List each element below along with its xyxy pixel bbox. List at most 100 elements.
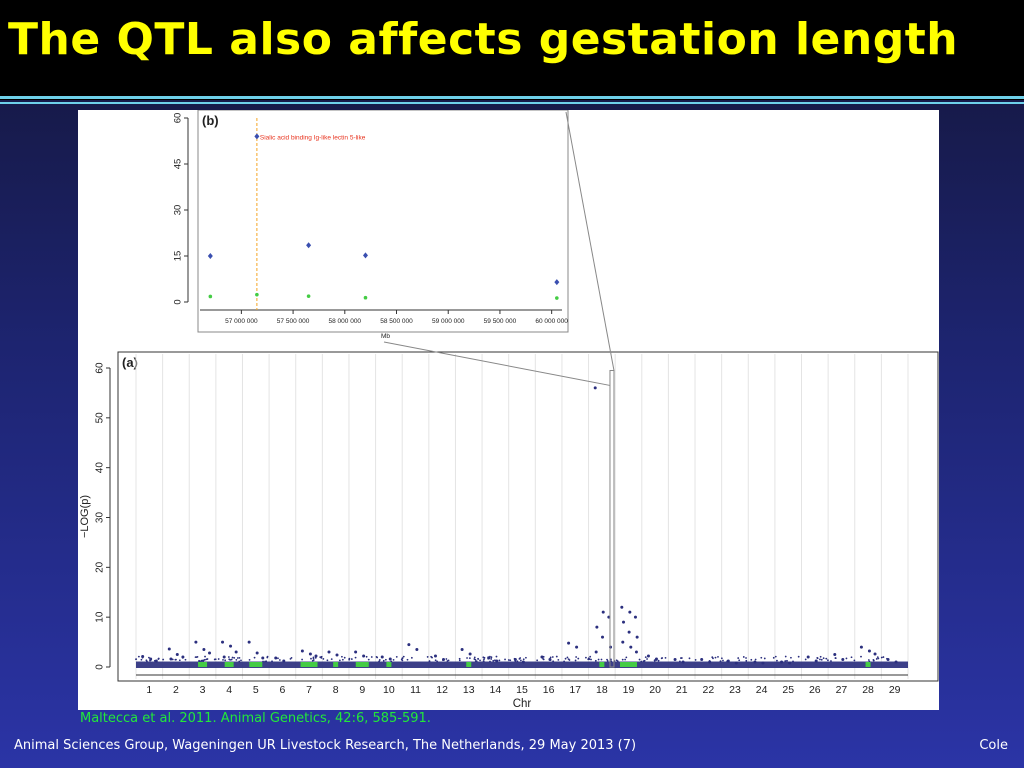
panel-a-point bbox=[564, 657, 567, 660]
panel-a-point bbox=[600, 658, 603, 661]
panel-a-point bbox=[894, 660, 898, 664]
panel-a-point bbox=[301, 658, 304, 661]
panel-b-green-point bbox=[363, 295, 368, 300]
panel-a-point bbox=[621, 658, 624, 661]
panel-a-point bbox=[622, 620, 626, 624]
panel-a-green-point bbox=[599, 662, 605, 668]
panel-a-point bbox=[574, 659, 577, 662]
panel-b-x-tick-label: 60 000 000 bbox=[535, 318, 568, 325]
panel-b-frame bbox=[197, 110, 569, 333]
panel-a-point bbox=[819, 658, 821, 661]
panel-a-green-point bbox=[312, 662, 318, 668]
panel-a-point bbox=[229, 658, 232, 661]
panel-a-point bbox=[202, 648, 206, 652]
panel-a-point bbox=[320, 657, 323, 659]
panel-a-point bbox=[738, 659, 741, 662]
panel-a-x-tick-label: 26 bbox=[809, 684, 821, 696]
panel-a-point bbox=[601, 635, 605, 639]
panel-a-point bbox=[745, 657, 747, 659]
panel-a-point bbox=[597, 658, 600, 661]
panel-a-point bbox=[575, 656, 578, 658]
panel-a-point bbox=[236, 657, 239, 659]
panel-a-point bbox=[542, 657, 544, 660]
panel-a-point bbox=[483, 658, 485, 661]
panel-a-point bbox=[819, 655, 822, 658]
panel-b-x-tick-label: 58 500 000 bbox=[380, 318, 413, 325]
panel-a-point bbox=[595, 625, 599, 629]
panel-b-point bbox=[254, 133, 260, 140]
panel-a-green-point bbox=[253, 662, 259, 668]
panel-a-x-tick-label: 5 bbox=[253, 684, 259, 696]
panel-a-point bbox=[278, 659, 281, 661]
panel-a-point bbox=[327, 650, 331, 654]
panel-a-point bbox=[194, 656, 197, 659]
panel-a-green-point bbox=[304, 662, 310, 668]
panel-a-point bbox=[162, 658, 165, 661]
panel-a-point bbox=[853, 659, 856, 662]
panel-a-point bbox=[401, 657, 404, 659]
panel-a-point bbox=[714, 656, 717, 659]
panel-a-point bbox=[860, 655, 862, 658]
panel-a-point bbox=[750, 658, 753, 661]
panel-b-y-tick-label: 60 bbox=[173, 113, 184, 124]
panel-a-point bbox=[774, 655, 777, 658]
panel-b-label: (b) bbox=[202, 113, 219, 128]
panel-a-point bbox=[548, 658, 552, 662]
panel-a-point bbox=[722, 659, 724, 662]
panel-a-baseline-band bbox=[136, 661, 908, 668]
panel-a-point bbox=[141, 655, 145, 659]
panel-a-point bbox=[552, 660, 555, 663]
panel-a-point bbox=[513, 658, 517, 662]
panel-a-point bbox=[594, 650, 598, 654]
panel-a-point bbox=[822, 657, 825, 660]
panel-a-point bbox=[477, 657, 479, 660]
panel-a-point bbox=[788, 661, 792, 665]
panel-a-point bbox=[797, 655, 800, 658]
panel-a-point bbox=[146, 660, 148, 663]
author-label: Cole bbox=[979, 738, 1008, 753]
panel-a-point bbox=[525, 656, 527, 659]
panel-a-point bbox=[308, 652, 312, 656]
panel-a-y-tick-label: 60 bbox=[95, 362, 106, 374]
panel-a-point bbox=[468, 652, 472, 656]
panel-a-point bbox=[433, 654, 437, 658]
panel-a-point bbox=[282, 659, 286, 663]
panel-a-point bbox=[135, 658, 137, 661]
panel-a-point bbox=[314, 654, 318, 658]
panel-a-point bbox=[498, 659, 501, 662]
panel-a-point bbox=[224, 659, 227, 662]
panel-a-point bbox=[431, 656, 433, 659]
panel-a-point bbox=[238, 660, 241, 663]
panel-a-green-point bbox=[308, 662, 314, 668]
panel-a-point bbox=[489, 660, 491, 663]
panel-a-point bbox=[568, 659, 571, 661]
panel-a-point bbox=[240, 659, 242, 662]
panel-a-point bbox=[737, 657, 740, 659]
panel-a-point bbox=[654, 657, 658, 661]
panel-a-point bbox=[468, 657, 471, 660]
panel-a-point bbox=[628, 610, 632, 614]
panel-a-point bbox=[657, 659, 660, 662]
panel-a-point bbox=[266, 656, 269, 659]
citation: Maltecca et al. 2011. Animal Genetics, 4… bbox=[80, 711, 431, 726]
panel-a-point bbox=[140, 658, 143, 661]
panel-a-point bbox=[643, 659, 646, 662]
title-rule-bottom bbox=[0, 102, 1024, 104]
panel-a-point bbox=[362, 654, 366, 658]
panel-a-point bbox=[169, 657, 173, 661]
panel-a-point bbox=[551, 656, 554, 658]
title-rule-top bbox=[0, 96, 1024, 99]
panel-a-y-tick-label: 30 bbox=[95, 512, 106, 524]
panel-a-point bbox=[575, 645, 579, 649]
panel-a-point bbox=[354, 650, 358, 654]
panel-a-point bbox=[274, 656, 278, 660]
panel-a-point bbox=[754, 658, 757, 661]
panel-a-x-tick-label: 24 bbox=[756, 684, 768, 696]
panel-b-x-tick-label: 59 000 000 bbox=[432, 318, 465, 325]
panel-a-point bbox=[436, 660, 439, 663]
panel-a-point bbox=[742, 656, 745, 658]
panel-b-green-point bbox=[555, 296, 559, 300]
panel-a-point bbox=[509, 659, 512, 662]
panel-a-point bbox=[841, 658, 845, 662]
panel-b-x-tick-label: 57 000 000 bbox=[225, 318, 258, 325]
